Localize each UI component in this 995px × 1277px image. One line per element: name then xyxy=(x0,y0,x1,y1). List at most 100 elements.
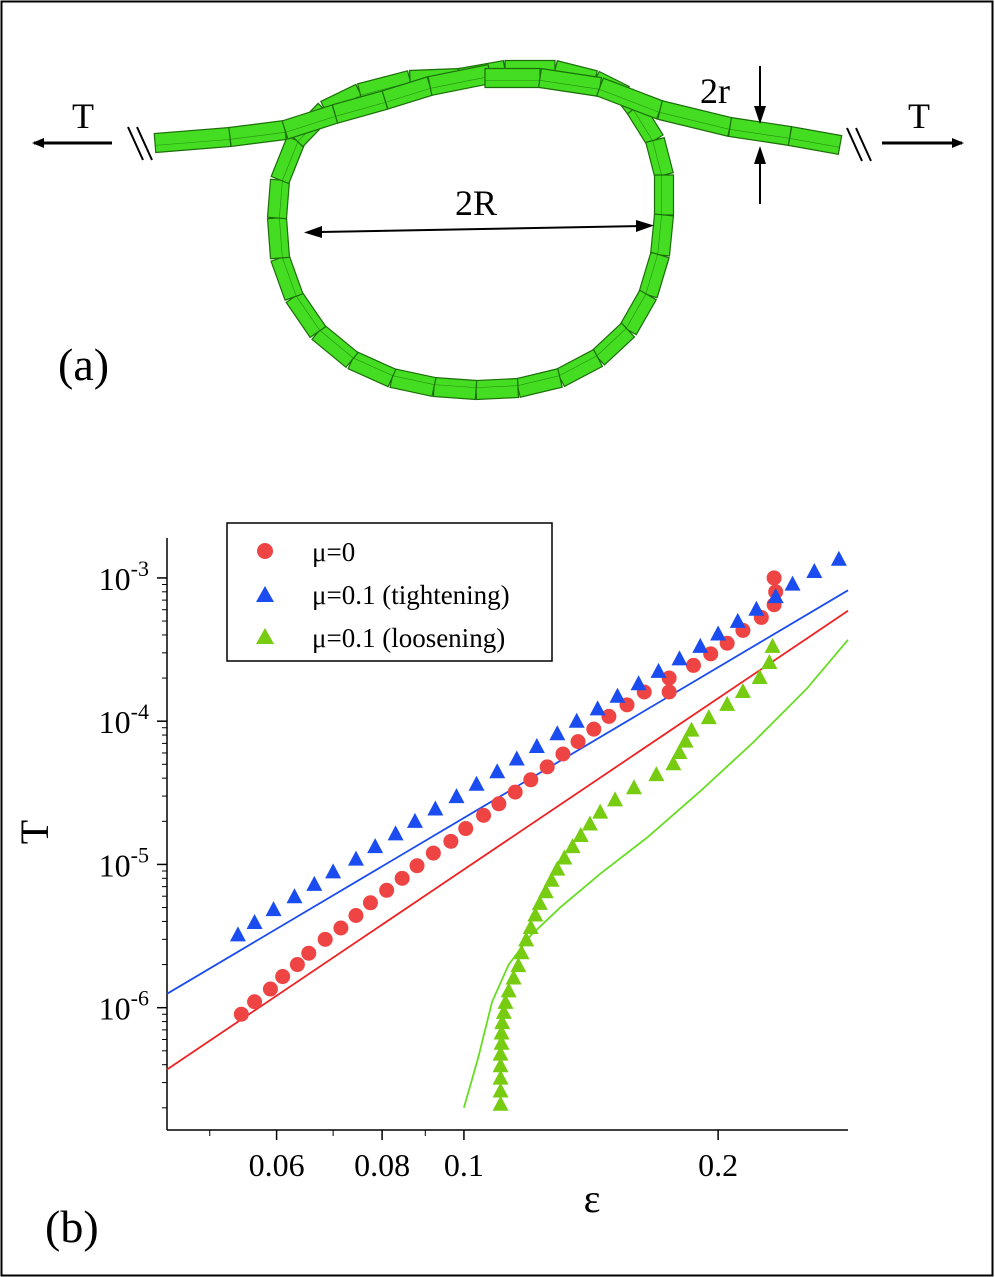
data-point-triangle xyxy=(549,725,566,741)
rope-segment xyxy=(787,125,843,156)
data-point-circle xyxy=(317,931,333,947)
rope-segment xyxy=(645,136,674,179)
rope-segment xyxy=(381,76,434,110)
data-point-triangle xyxy=(650,662,667,678)
chart: 10-610-510-410-30.06 0.08 0.1 0.2 xyxy=(99,538,849,1183)
data-point-triangle xyxy=(265,901,282,917)
data-point-triangle xyxy=(729,612,746,628)
data-point-circle xyxy=(458,821,474,837)
rope-segment-crease xyxy=(352,357,394,377)
data-point-triangle xyxy=(572,826,589,842)
data-point-triangle xyxy=(537,883,554,899)
y-tick-label-base: 10 xyxy=(99,847,131,883)
data-point-circle xyxy=(601,708,617,724)
x-tick-label: 0.06 xyxy=(249,1147,305,1183)
fit-line xyxy=(166,589,849,995)
rope-segment-crease xyxy=(652,140,662,176)
panel-b-label: (b) xyxy=(45,1201,99,1252)
data-point-circle xyxy=(233,1006,249,1022)
data-point-triangle xyxy=(767,588,784,604)
data-point-circle xyxy=(379,882,395,898)
panel-a: T T 2R 2r (a) xyxy=(32,59,964,401)
y-tick-label: 10-4 xyxy=(99,699,149,740)
rope-segment xyxy=(474,377,520,401)
rope-segment-crease xyxy=(279,217,283,258)
rope-segment-crease xyxy=(645,254,659,295)
data-point-triangle xyxy=(492,1082,509,1098)
rope-segment-crease xyxy=(281,257,297,297)
data-point-triangle xyxy=(518,931,535,947)
data-point-circle xyxy=(443,833,459,849)
data-point-circle xyxy=(661,670,677,686)
rope-segment xyxy=(311,323,359,369)
data-point-triangle xyxy=(500,982,517,998)
data-point-triangle xyxy=(497,993,514,1009)
data-point-triangle xyxy=(492,1095,509,1111)
data-point-triangle xyxy=(630,675,647,691)
tick-labels: 10-610-510-410-30.06 0.08 0.1 0.2 xyxy=(99,556,738,1183)
rope-segment xyxy=(484,67,541,89)
rope-segment-crease xyxy=(657,214,662,255)
legend-label-tightening: μ=0.1 (tightening) xyxy=(312,580,510,610)
thickness-label: 2r xyxy=(700,71,730,111)
rope-segment xyxy=(638,251,670,299)
data-point-triangle xyxy=(528,738,545,754)
y-tick-label-base: 10 xyxy=(99,991,131,1027)
data-point-triangle xyxy=(493,1024,510,1040)
data-point-triangle xyxy=(568,712,585,728)
data-point-circle xyxy=(507,784,523,800)
data-point-circle xyxy=(362,895,378,911)
rope-segment-crease xyxy=(230,132,286,140)
data-point-triangle xyxy=(607,791,624,807)
fit-lines xyxy=(166,589,849,1109)
data-point-circle xyxy=(685,657,701,673)
data-point-circle xyxy=(523,772,539,788)
rope-segment-crease xyxy=(729,129,790,139)
panel-b: 10-610-510-410-30.06 0.08 0.1 0.2 ε T μ=0 μ… xyxy=(12,522,849,1252)
rope-segment-crease xyxy=(517,375,560,386)
data-point-circle xyxy=(555,746,571,762)
data-point-triangle xyxy=(592,803,609,819)
rope-segment-crease xyxy=(475,385,518,388)
data-point-circle xyxy=(661,684,677,700)
legend-marker-tightening xyxy=(256,586,274,602)
x-tick-label: 0.08 xyxy=(354,1147,410,1183)
x-axis-label: ε xyxy=(584,1176,601,1221)
data-point-triangle xyxy=(830,550,847,566)
y-tick-label: 10-3 xyxy=(99,556,149,597)
data-point-triangle xyxy=(406,812,423,828)
x-tick-label: 0.2 xyxy=(698,1147,738,1183)
rope-segment-crease xyxy=(599,88,660,113)
data-point-triangle xyxy=(468,775,485,791)
data-point-triangle xyxy=(513,944,530,960)
data-point-triangle xyxy=(648,766,665,782)
data-point-triangle xyxy=(784,575,801,591)
legend-marker-loosening xyxy=(256,628,274,644)
rope-segment-crease xyxy=(434,384,477,388)
rope-segment-crease xyxy=(155,139,231,146)
rope-segment-crease xyxy=(539,80,600,90)
panel-a-label: (a) xyxy=(58,339,109,390)
y-tick-label-base: 10 xyxy=(99,561,131,597)
data-point-circle xyxy=(766,570,782,586)
data-point-circle xyxy=(262,981,278,997)
data-point-triangle xyxy=(589,700,606,716)
y-axis-label: T xyxy=(12,820,57,844)
rope-segment xyxy=(347,350,397,388)
data-point-triangle xyxy=(671,650,688,666)
data-point-triangle xyxy=(306,875,323,891)
data-point-triangle xyxy=(734,682,751,698)
rope-segment-crease xyxy=(625,293,647,329)
rope-segment-crease xyxy=(279,180,283,219)
data-point-triangle xyxy=(347,850,364,866)
data-point-triangle xyxy=(761,653,778,669)
data-point-triangle xyxy=(683,721,700,737)
rope-segment-crease xyxy=(558,355,598,377)
legend-box xyxy=(226,522,553,662)
data-point-circle xyxy=(348,908,364,924)
legend: μ=0 μ=0.1 (tightening) μ=0.1 (loosening) xyxy=(226,522,553,662)
chart-axes xyxy=(157,538,848,1140)
rope-segment-crease xyxy=(392,375,435,385)
data-point-circle xyxy=(570,734,586,750)
right-break-mark-1 xyxy=(846,127,863,162)
